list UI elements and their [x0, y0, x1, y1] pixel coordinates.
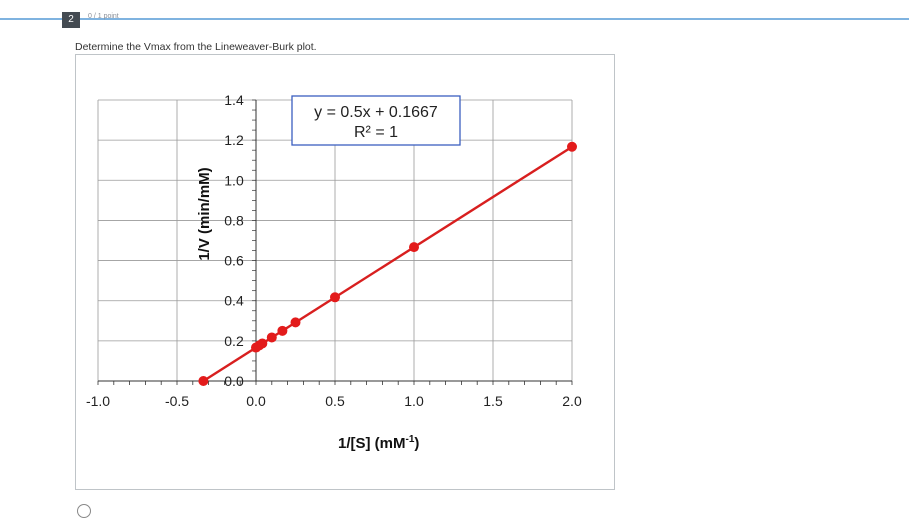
data-point	[266, 332, 277, 343]
question-prompt: Determine the Vmax from the Lineweaver-B…	[75, 41, 317, 53]
data-point	[567, 141, 577, 152]
top-divider	[0, 18, 909, 20]
y-tick-label: 0.0	[224, 373, 244, 389]
data-point	[257, 338, 268, 349]
y-tick-label: 1.2	[224, 132, 244, 148]
data-point	[198, 376, 209, 386]
data-point	[277, 325, 288, 336]
y-tick-label: 1.4	[224, 92, 244, 108]
x-tick-labels: -1.0 -0.5 0.0 0.5 1.0 1.5 2.0	[86, 393, 582, 409]
y-tick-labels: 0.0 0.2 0.4 0.6 0.8 1.0 1.2 1.4	[224, 92, 244, 389]
y-tick-label: 0.6	[224, 253, 244, 269]
data-point	[290, 317, 301, 328]
y-tick-label: 0.8	[224, 212, 244, 228]
data-point	[409, 242, 419, 253]
x-tick-label: 2.0	[562, 393, 582, 409]
x-tick-label: 1.5	[483, 393, 503, 409]
equation-box-border	[291, 95, 461, 146]
question-points: 0 / 1 point	[88, 13, 119, 20]
x-tick-label: -1.0	[86, 393, 110, 409]
y-axis-title: 1/V (min/mM)	[196, 167, 213, 260]
question-number-badge: 2	[62, 12, 80, 28]
y-tick-label: 0.4	[224, 293, 244, 309]
data-point	[330, 292, 340, 303]
answer-option-radio[interactable]	[77, 504, 91, 518]
x-tick-label: 0.5	[325, 393, 345, 409]
data-series	[198, 141, 577, 386]
chart-image-panel	[75, 54, 615, 490]
equation-text: y = 0.5x + 0.1667	[314, 104, 438, 121]
x-axis	[97, 380, 573, 385]
y-tick-label: 0.2	[224, 333, 244, 349]
x-tick-label: -0.5	[165, 393, 189, 409]
x-axis-title: 1/[S] (mM-1)	[338, 434, 419, 452]
y-axis	[252, 99, 257, 382]
equation-box: y = 0.5x + 0.1667 R² = 1	[291, 95, 461, 146]
x-tick-label: 0.0	[246, 393, 266, 409]
r-squared-text: R² = 1	[354, 124, 398, 141]
y-tick-label: 1.0	[224, 172, 244, 188]
x-tick-label: 1.0	[404, 393, 424, 409]
